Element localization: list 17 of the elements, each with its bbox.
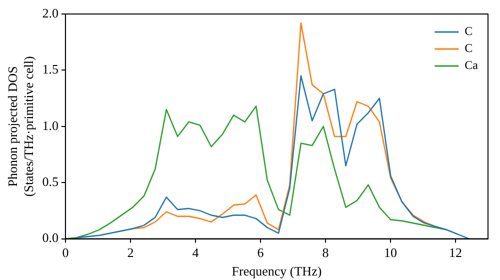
y-tick-label: 0.5 bbox=[42, 174, 58, 190]
x-axis-title: Frequency (THz) bbox=[232, 264, 322, 279]
legend-label: C bbox=[464, 41, 473, 56]
x-tick-label: 10 bbox=[384, 245, 397, 260]
y-tick-label: 1.5 bbox=[42, 62, 58, 77]
x-tick-label: 8 bbox=[322, 245, 329, 260]
x-tick-label: 0 bbox=[62, 245, 69, 260]
y-tick-label: 1.0 bbox=[42, 118, 58, 133]
legend-label: Ca bbox=[464, 58, 479, 72]
y-tick-label: 0.0 bbox=[42, 230, 58, 246]
y-tick-label: 2.0 bbox=[42, 5, 58, 20]
x-tick-label: 12 bbox=[448, 245, 462, 260]
legend-label: C bbox=[464, 24, 473, 38]
y-axis-title: Phonon projected DOS (States/THz·primitive cell) bbox=[5, 56, 36, 197]
x-tick-label: 2 bbox=[127, 245, 134, 260]
x-tick-label: 6 bbox=[257, 245, 264, 260]
x-tick-label: 4 bbox=[192, 245, 200, 260]
